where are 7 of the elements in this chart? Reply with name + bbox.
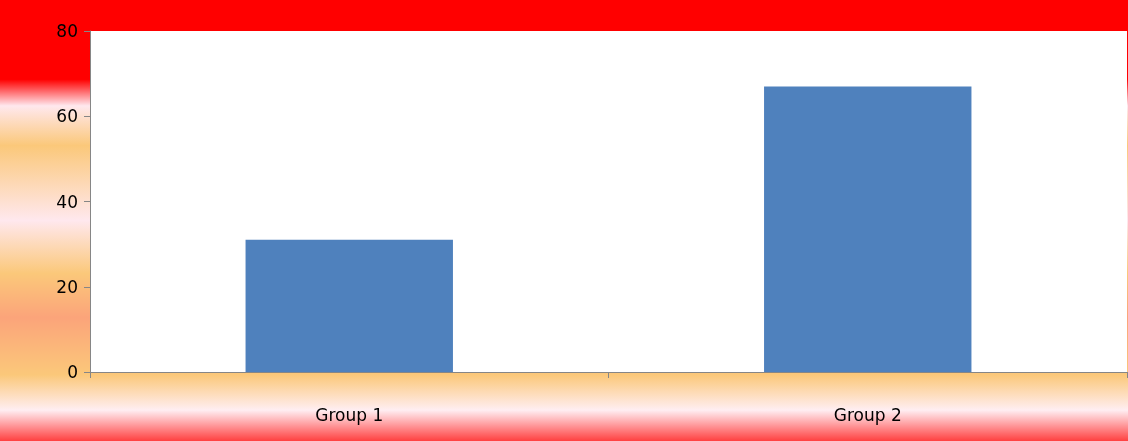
x-tick-label: Group 2 bbox=[833, 404, 902, 425]
y-tick-label: 40 bbox=[56, 191, 78, 212]
y-tick-label: 60 bbox=[56, 106, 78, 127]
x-tick-label: Group 1 bbox=[315, 404, 384, 425]
y-tick-label: 80 bbox=[56, 21, 78, 41]
y-tick-label: 0 bbox=[67, 362, 78, 382]
y-tick-label: 20 bbox=[56, 276, 78, 297]
